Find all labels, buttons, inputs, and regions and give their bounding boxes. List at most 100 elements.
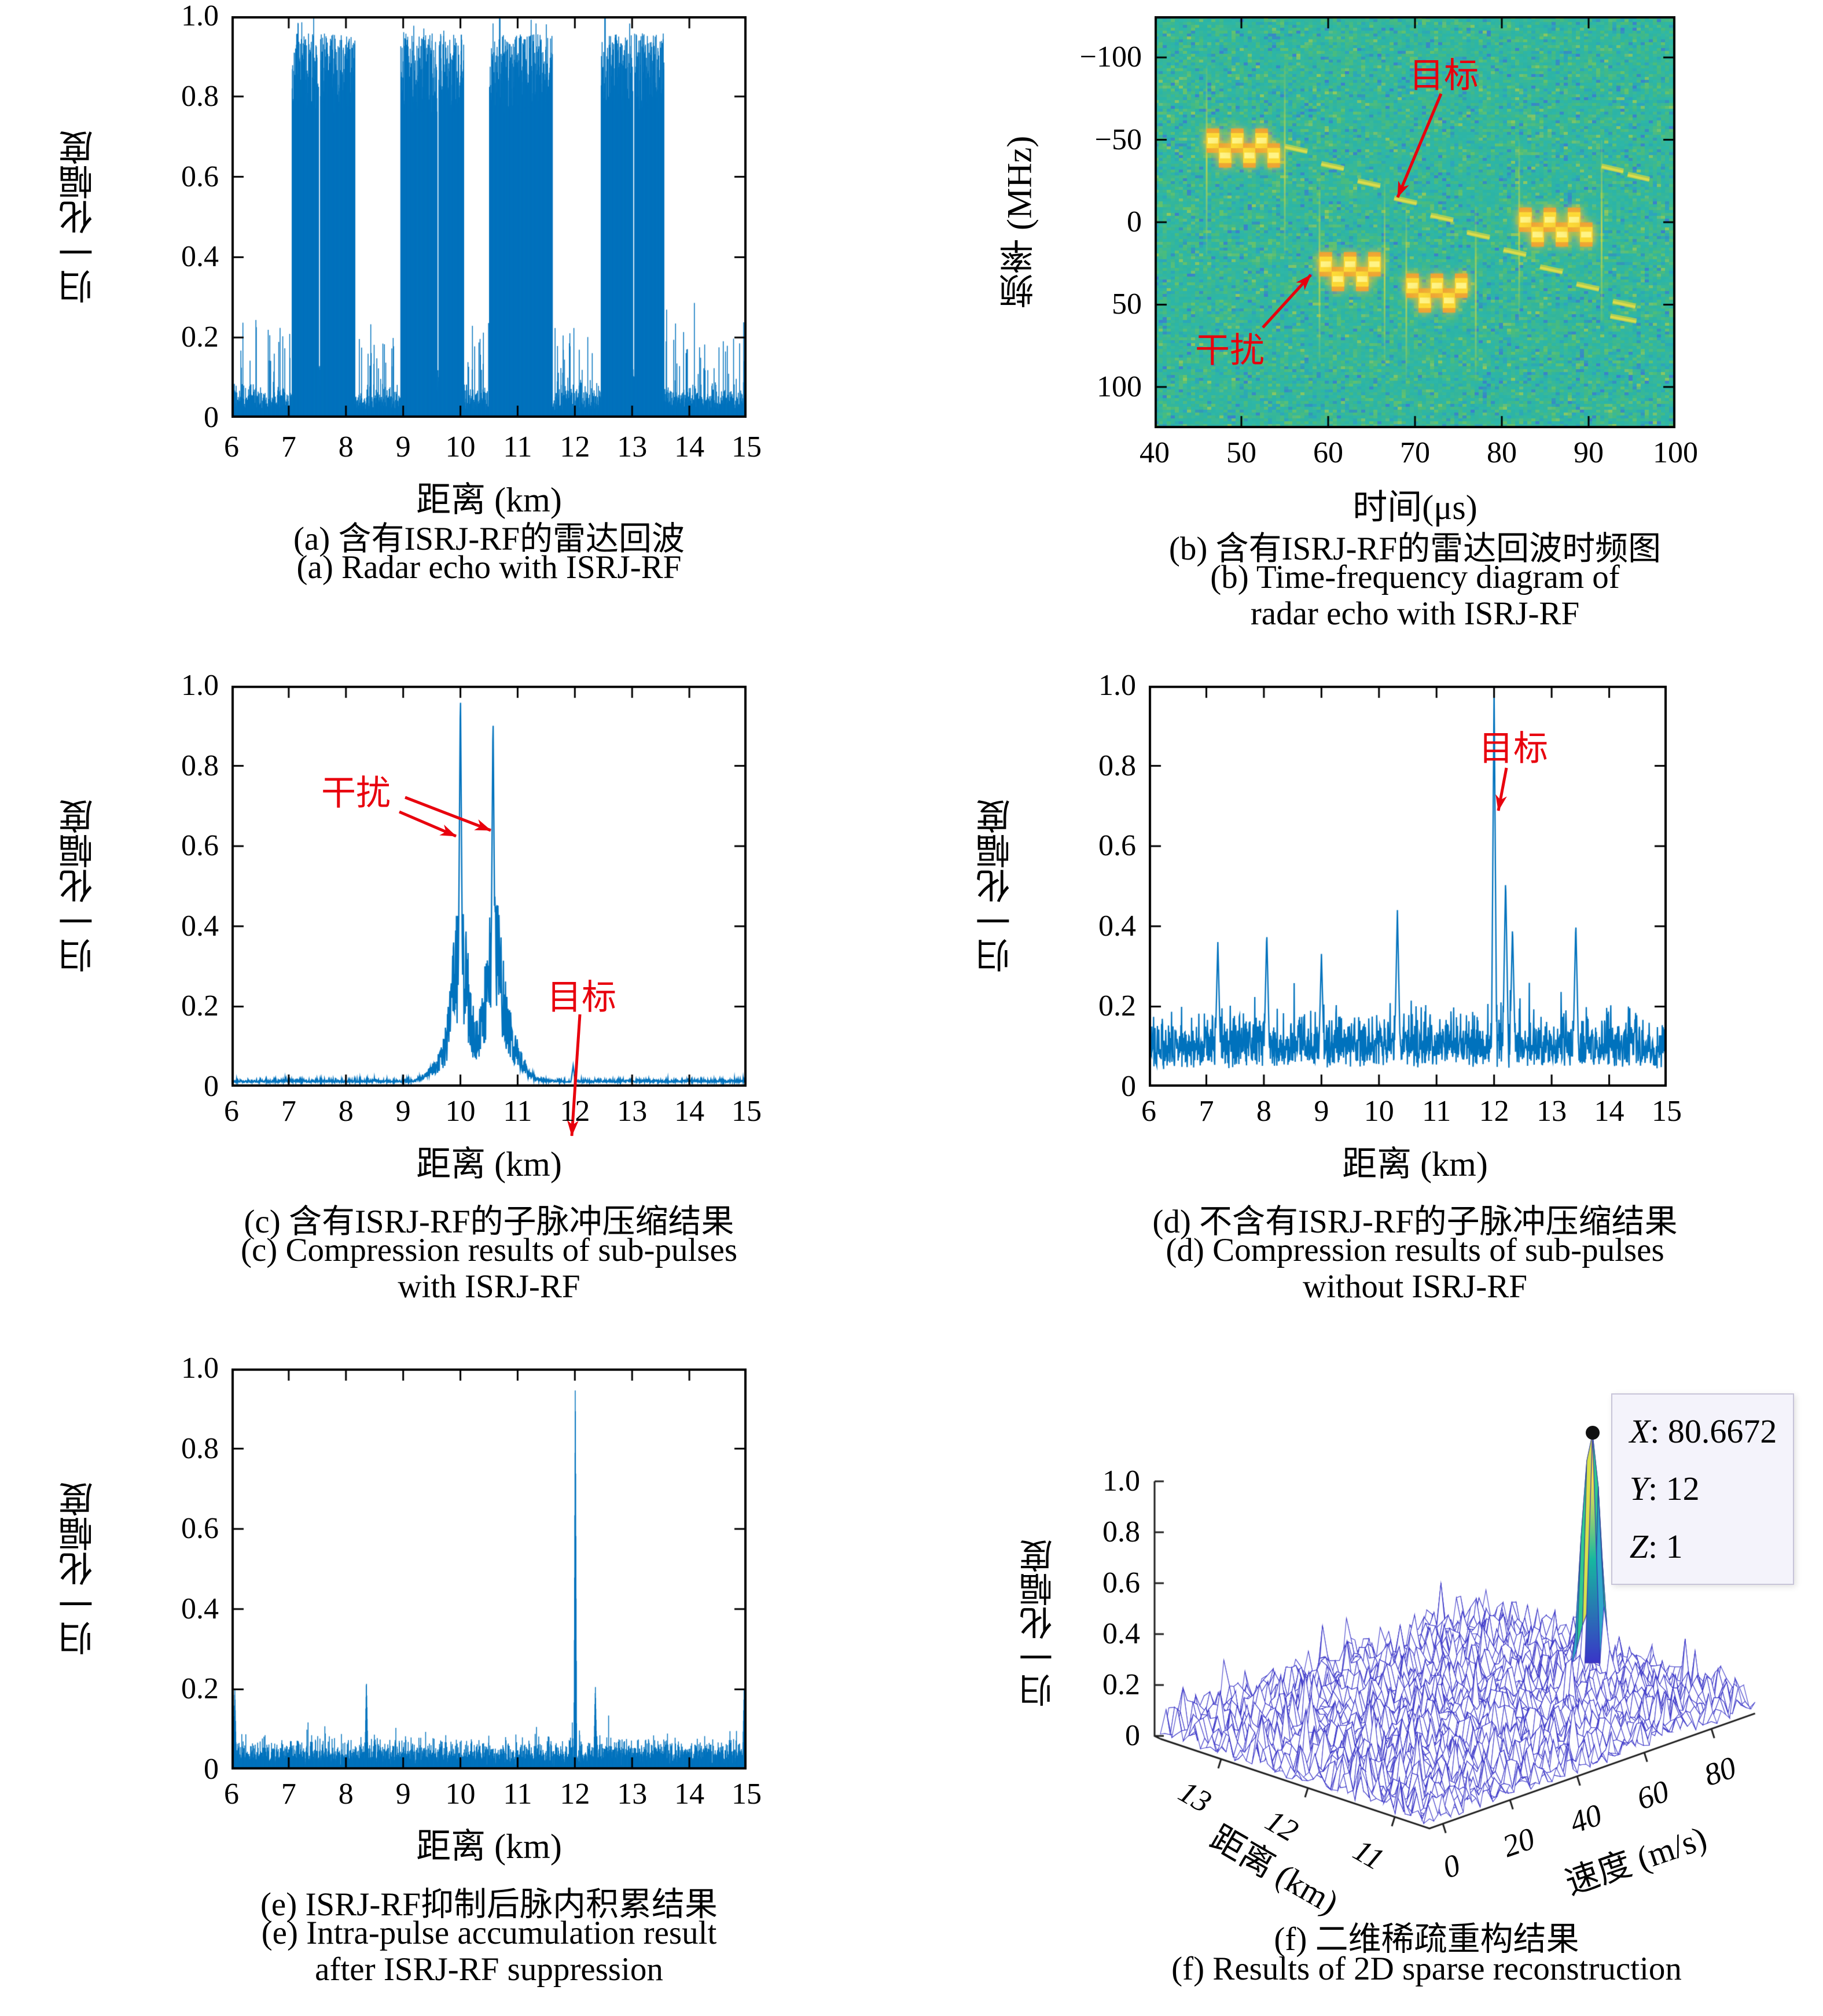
jamming-annotation: 干扰 (1195, 332, 1265, 370)
y-tick-label: 0 (1121, 1070, 1136, 1103)
y-tick-label: 0.6 (181, 829, 219, 863)
x-tick-label: 10 (1363, 1095, 1394, 1128)
y-axis-label: 归一化幅度 (60, 1482, 98, 1656)
x-tick-label: 100 (1653, 436, 1698, 469)
x-axis-label: 距离 (km) (416, 481, 562, 519)
x-tick-label: 40 (1140, 436, 1170, 469)
subplot-b-time-frequency: 频率 (MHz) 目标 干扰 时间(μs) (b) 含有ISRJ-RF的雷达回波… (912, 0, 1823, 657)
y-tick-label: 100 (1097, 370, 1142, 403)
caption-zh: (b) 含有ISRJ-RF的雷达回波时频图 (1168, 531, 1662, 567)
x-tick-label: 8 (338, 431, 354, 463)
x-tick-label: 14 (674, 431, 705, 463)
y-tick-label: 1.0 (181, 0, 219, 32)
y-tick-label: −100 (1079, 41, 1142, 74)
x-tick-label: 90 (1574, 436, 1604, 469)
caption-en-line1: (b) Time-frequency diagram of (1210, 559, 1620, 595)
datatip-z-row: Z: 1 (1629, 1528, 1683, 1566)
jamming-annotation: 干扰 (321, 774, 391, 812)
x-tick-label: 13 (1537, 1095, 1567, 1128)
y-tick-label: 0.2 (1098, 989, 1136, 1023)
subplot-e-accumulation-result: 归一化幅度 距离 (km) (e) ISRJ-RF抑制后脉内积累结果 (e) I… (0, 1348, 912, 2016)
x-tick-label: 8 (1256, 1095, 1271, 1128)
spectrogram-canvas (1155, 16, 1675, 428)
x-tick-label: 14 (674, 1095, 705, 1128)
x-tick-label: 13 (617, 1095, 648, 1128)
z-tick-label: 1.0 (1102, 1465, 1140, 1498)
x-tick-label: 7 (281, 1778, 296, 1811)
target-annotation: 目标 (1409, 57, 1479, 95)
y-tick-label: 0 (204, 401, 219, 434)
z-tick-label: 0.8 (1102, 1515, 1140, 1548)
y-tick-label: 0.2 (181, 989, 219, 1023)
x-tick-label: 10 (445, 1778, 476, 1811)
x-tick-label: 9 (1314, 1095, 1329, 1128)
caption-en-line2: with ISRJ-RF (398, 1268, 580, 1305)
y-tick-label: 0.8 (181, 1432, 219, 1465)
y-tick-label: 0.2 (181, 321, 219, 354)
target-annotation: 目标 (547, 978, 616, 1017)
y-tick-label: −50 (1094, 123, 1142, 156)
x-tick-label: 6 (1141, 1095, 1156, 1128)
z-tick-label: 0 (1125, 1719, 1140, 1752)
subplot-c-compression-with-isrj: 归一化幅度 干扰 目标 距离 (km) (c) 含有ISRJ-RF的子脉冲压缩结… (0, 657, 912, 1348)
y-tick-label: 1.0 (181, 1352, 219, 1385)
x-axis-label: 距离 (km) (416, 1827, 562, 1866)
x-tick-label: 60 (1313, 436, 1343, 469)
accumulation-plot-canvas (231, 1368, 747, 1769)
y-tick-label: 0.6 (1098, 829, 1136, 863)
x-tick-label: 10 (445, 431, 476, 463)
compression-plot-canvas (1149, 686, 1667, 1087)
x-tick-label: 14 (1594, 1095, 1624, 1128)
caption-zh: (a) 含有ISRJ-RF的雷达回波 (293, 521, 685, 557)
x-tick-label: 7 (281, 1095, 296, 1128)
caption-en-line1: (e) Intra-pulse accumulation result (261, 1915, 717, 1951)
x-tick-label: 50 (1226, 436, 1256, 469)
x-tick-label: 12 (560, 1778, 590, 1811)
x-axis-label: 距离 (km) (1342, 1145, 1488, 1183)
y-tick-label: 0.4 (181, 1592, 219, 1625)
subplot-d-compression-without-isrj: 归一化幅度 目标 距离 (km) (d) 不含有ISRJ-RF的子脉冲压缩结果 … (912, 657, 1823, 1348)
target-annotation: 目标 (1479, 730, 1548, 768)
x-tick-label: 13 (617, 1778, 648, 1811)
x-tick-label: 11 (503, 1778, 532, 1811)
x-tick-label: 9 (395, 1095, 411, 1128)
y-tick-label: 0 (1127, 205, 1142, 238)
x-tick-label: 11 (503, 431, 532, 463)
subplot-a-radar-echo: 归一化幅度 距离 (km) (a) 含有ISRJ-RF的雷达回波 (a) Rad… (0, 0, 912, 657)
x-tick-label: 7 (1199, 1095, 1214, 1128)
x-tick-label: 15 (732, 431, 762, 463)
caption-en-line2: radar echo with ISRJ-RF (1250, 595, 1580, 632)
x-tick-label: 6 (224, 1778, 239, 1811)
caption-en-line1: (d) Compression results of sub-pulses (1166, 1232, 1664, 1268)
x-tick-label: 14 (674, 1778, 705, 1811)
x-tick-label: 15 (732, 1095, 762, 1128)
x-axis-label: 时间(μs) (1352, 488, 1477, 527)
z-tick-label: 0.2 (1102, 1668, 1140, 1701)
y-tick-label: 0 (204, 1753, 219, 1786)
z-tick-label: 0.6 (1102, 1566, 1140, 1599)
x-tick-label: 11 (503, 1095, 532, 1128)
x-tick-label: 9 (395, 1778, 411, 1811)
x-tick-label: 80 (1487, 436, 1517, 469)
caption-en-line1: (c) Compression results of sub-pulses (240, 1232, 738, 1268)
x-tick-label: 8 (338, 1778, 354, 1811)
caption-en-line2: without ISRJ-RF (1302, 1268, 1527, 1305)
x-tick-label: 15 (732, 1778, 762, 1811)
x-tick-label: 7 (281, 431, 296, 463)
y-axis-label: 归一化幅度 (60, 130, 98, 304)
caption-zh: (f) 二维稀疏重构结果 (1274, 1921, 1579, 1958)
datatip-marker-dot (1585, 1425, 1600, 1440)
y-tick-label: 0.2 (181, 1672, 219, 1706)
x-tick-label: 15 (1652, 1095, 1682, 1128)
subplot-f-2d-sparse-reconstruction: 归一化幅度 距离 (km) 速度 (m/s) X: 80.6672 Y: 12 … (912, 1348, 1823, 2016)
y-tick-label: 1.0 (181, 669, 219, 702)
datatip-x-row: X: 80.6672 (1629, 1412, 1777, 1450)
y-tick-label: 50 (1112, 288, 1142, 321)
datatip-y-row: Y: 12 (1629, 1470, 1700, 1508)
x-tick-label: 11 (1422, 1095, 1451, 1128)
y-tick-label: 0.4 (1098, 909, 1136, 943)
z-tick-label: 0.4 (1102, 1617, 1140, 1650)
x-tick-label: 70 (1400, 436, 1430, 469)
x-tick-label: 8 (338, 1095, 354, 1128)
caption-zh: (c) 含有ISRJ-RF的子脉冲压缩结果 (244, 1204, 734, 1240)
